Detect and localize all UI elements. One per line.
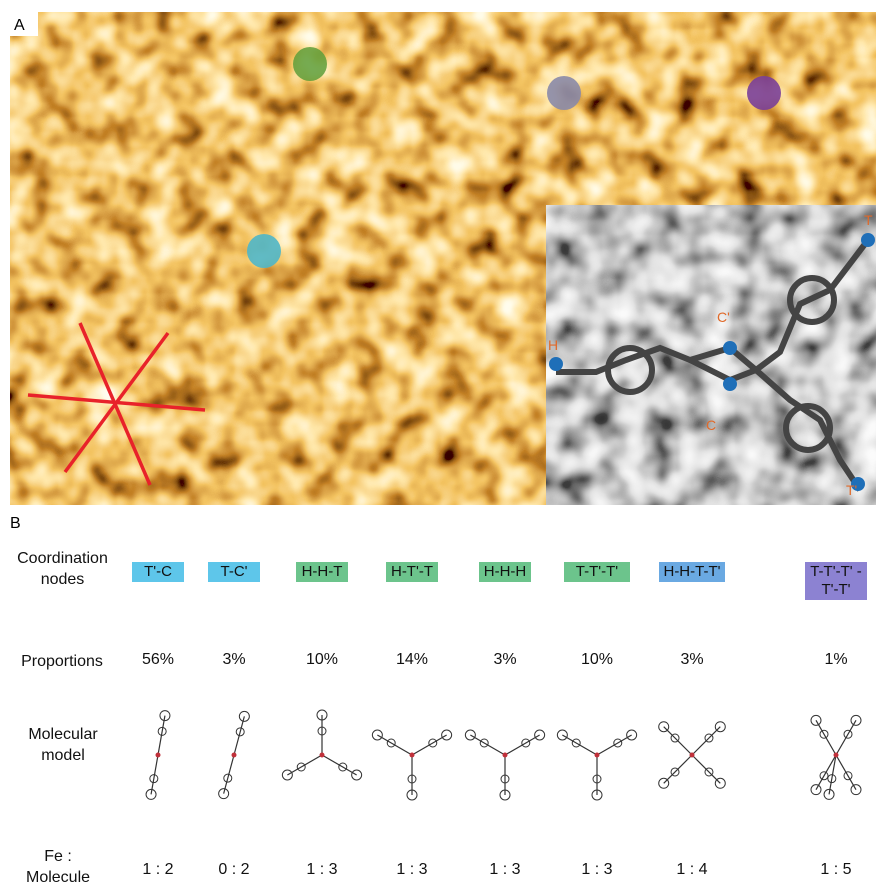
proportion: 3% <box>460 651 550 669</box>
panel-label: B <box>10 515 21 532</box>
node-box: H-H-T-T' <box>659 562 725 582</box>
row-label: Proportions <box>12 651 112 672</box>
node-box: H-T'-T <box>386 562 438 582</box>
atom <box>320 753 325 758</box>
proportion: 3% <box>189 651 279 669</box>
atom <box>834 753 839 758</box>
ratio: 1 : 5 <box>791 861 876 879</box>
molecular-models <box>146 710 861 800</box>
node-box: T-C' <box>208 562 260 582</box>
panel-label: A <box>14 17 25 34</box>
ratio: 1 : 3 <box>552 861 642 879</box>
row-label: Fe : Molecule <box>18 846 98 888</box>
atom <box>232 753 237 758</box>
proportion: 10% <box>277 651 367 669</box>
atom-label: H <box>548 337 558 353</box>
ratio: 1 : 3 <box>367 861 457 879</box>
node-box: H-H-T <box>296 562 348 582</box>
atom-label: T <box>864 212 873 228</box>
node-box: T-T'-T' <box>564 562 630 582</box>
marker-purple <box>747 76 781 110</box>
ratio: 0 : 2 <box>189 861 279 879</box>
node-box: T-T'-T' -T'-T' <box>805 562 867 600</box>
marker-cyan <box>247 234 281 268</box>
row-label: Coordination nodes <box>15 548 110 590</box>
node-box: T'-C <box>132 562 184 582</box>
proportion: 14% <box>367 651 457 669</box>
atom <box>861 233 875 247</box>
atom <box>723 377 737 391</box>
marker-green <box>293 47 327 81</box>
ratio: 1 : 3 <box>460 861 550 879</box>
node-box: H-H-H <box>479 562 531 582</box>
atom-label: C' <box>717 309 730 325</box>
page: T H C' C T' A B Coordination nodes Propo… <box>0 0 876 881</box>
figure: T H C' C T' A B <box>0 0 876 881</box>
atom <box>410 753 415 758</box>
atom <box>156 753 161 758</box>
atom <box>723 341 737 355</box>
marker-gray <box>547 76 581 110</box>
row-label: Molecular model <box>18 724 108 766</box>
atom <box>595 753 600 758</box>
atom <box>690 753 695 758</box>
proportion: 3% <box>647 651 737 669</box>
atom-label: C <box>706 417 716 433</box>
atom <box>549 357 563 371</box>
proportion: 1% <box>791 651 876 669</box>
ratio: 1 : 4 <box>647 861 737 879</box>
atom-label: T' <box>846 482 857 498</box>
proportion: 10% <box>552 651 642 669</box>
ratio: 1 : 3 <box>277 861 367 879</box>
atom <box>503 753 508 758</box>
